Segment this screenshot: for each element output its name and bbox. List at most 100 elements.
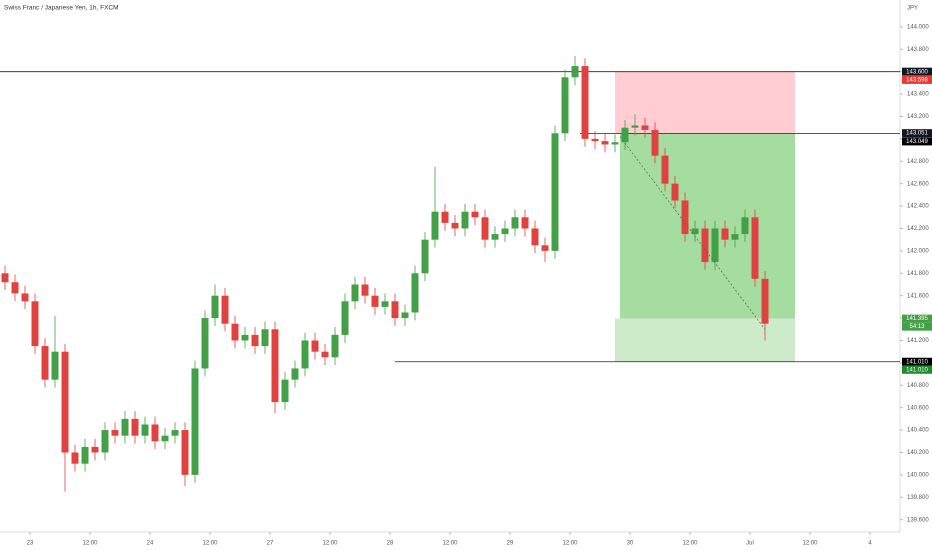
candle-body: [501, 228, 509, 235]
candle-body: [741, 217, 749, 235]
price-label-box: [902, 365, 932, 374]
y-tick-label: 140.800: [907, 383, 929, 389]
candle-body: [301, 340, 309, 369]
y-tick-label: 140.000: [907, 472, 929, 478]
x-tick-label: 12:00: [682, 541, 698, 547]
y-tick-label: 143.400: [907, 92, 929, 98]
candle-body: [471, 211, 479, 218]
y-tick-label: 140.600: [907, 405, 929, 411]
candle-body: [551, 133, 559, 251]
candle-body: [71, 452, 79, 464]
y-tick-label: 143.800: [907, 47, 929, 53]
candle-body: [21, 293, 29, 302]
candle-body: [181, 430, 189, 475]
y-tick-label: 144.000: [907, 24, 929, 30]
countdown: 54:13: [909, 324, 925, 330]
candle-body: [521, 217, 529, 229]
candle-body: [211, 295, 219, 319]
price-label-box: [902, 357, 932, 366]
x-tick-label: Jul: [746, 541, 754, 547]
candle-body: [661, 155, 669, 184]
price-label-box: [902, 129, 932, 138]
y-axis-label: JPY: [907, 6, 918, 12]
candle-body: [41, 346, 49, 380]
x-tick-label: 12:00: [442, 541, 458, 547]
candle-body: [161, 435, 169, 442]
y-tick-label: 142.000: [907, 248, 929, 254]
y-tick-label: 140.200: [907, 450, 929, 456]
candle-body: [561, 77, 569, 134]
chart-title: Swiss Franc / Japanese Yen, 1h, FXCM: [4, 5, 119, 12]
candle-body: [1, 273, 9, 283]
candle-body: [421, 239, 429, 274]
candle-body: [441, 211, 449, 223]
profit-zone: [620, 133, 795, 319]
y-tick-label: 140.400: [907, 428, 929, 434]
price-label-box: [902, 75, 932, 84]
candle-body: [81, 446, 89, 464]
price-label-box: [902, 67, 932, 76]
y-tick-label: 142.800: [907, 159, 929, 165]
candle-body: [691, 228, 699, 235]
y-tick-label: 141.600: [907, 293, 929, 299]
y-tick-label: 142.400: [907, 204, 929, 210]
candle-body: [251, 334, 259, 347]
candle-body: [461, 211, 469, 229]
target-zone: [615, 318, 795, 362]
candle-body: [271, 329, 279, 403]
candle-body: [451, 222, 459, 229]
candle-body: [371, 295, 379, 307]
candle-body: [351, 284, 359, 302]
countdown-box: [902, 322, 932, 331]
candle-body: [751, 217, 759, 279]
y-tick-label: 141.800: [907, 271, 929, 277]
candle-body: [531, 228, 539, 246]
candle-body: [321, 351, 329, 358]
candle-body: [671, 183, 679, 201]
price-label: 143.049: [906, 139, 928, 145]
candle-body: [291, 368, 299, 380]
candle-body: [581, 66, 589, 139]
candle-body: [641, 125, 649, 130]
candle-body: [601, 141, 609, 145]
y-tick-label: 142.600: [907, 181, 929, 187]
price-label: 143.051: [906, 131, 928, 137]
candle-body: [651, 129, 659, 156]
x-tick-label: 12:00: [82, 541, 98, 547]
y-tick-label: 143.200: [907, 114, 929, 120]
candle-body: [151, 424, 159, 442]
candle-body: [221, 295, 229, 324]
price-label: 141.010: [906, 359, 928, 365]
x-tick-label: 12:00: [802, 541, 818, 547]
price-label: 143.598: [906, 77, 928, 83]
candle-body: [391, 301, 399, 319]
candle-body: [621, 127, 629, 143]
candle-body: [681, 200, 689, 235]
candle-body: [131, 418, 139, 436]
candle-body: [101, 430, 109, 453]
x-tick-label: 24: [147, 541, 154, 547]
candle-body: [191, 368, 199, 475]
candle-body: [11, 282, 19, 294]
candle-body: [231, 323, 239, 341]
candle-body: [711, 228, 719, 263]
candle-body: [481, 217, 489, 240]
x-tick-label: 23: [27, 541, 34, 547]
candle-body: [381, 301, 389, 307]
candle-body: [591, 138, 599, 142]
candle-body: [631, 125, 639, 128]
candle-body: [411, 273, 419, 313]
price-label: 141.395: [906, 316, 928, 322]
trend-line: [619, 136, 766, 330]
x-tick-label: 30: [627, 541, 634, 547]
x-tick-label: 12:00: [562, 541, 578, 547]
x-tick-label: 27: [267, 541, 274, 547]
candle-body: [431, 211, 439, 240]
candle-body: [571, 66, 579, 78]
candle-body: [61, 351, 69, 453]
x-tick-label: 12:00: [202, 541, 218, 547]
candle-body: [111, 430, 119, 436]
candle-body: [201, 318, 209, 369]
candle-body: [51, 351, 59, 380]
